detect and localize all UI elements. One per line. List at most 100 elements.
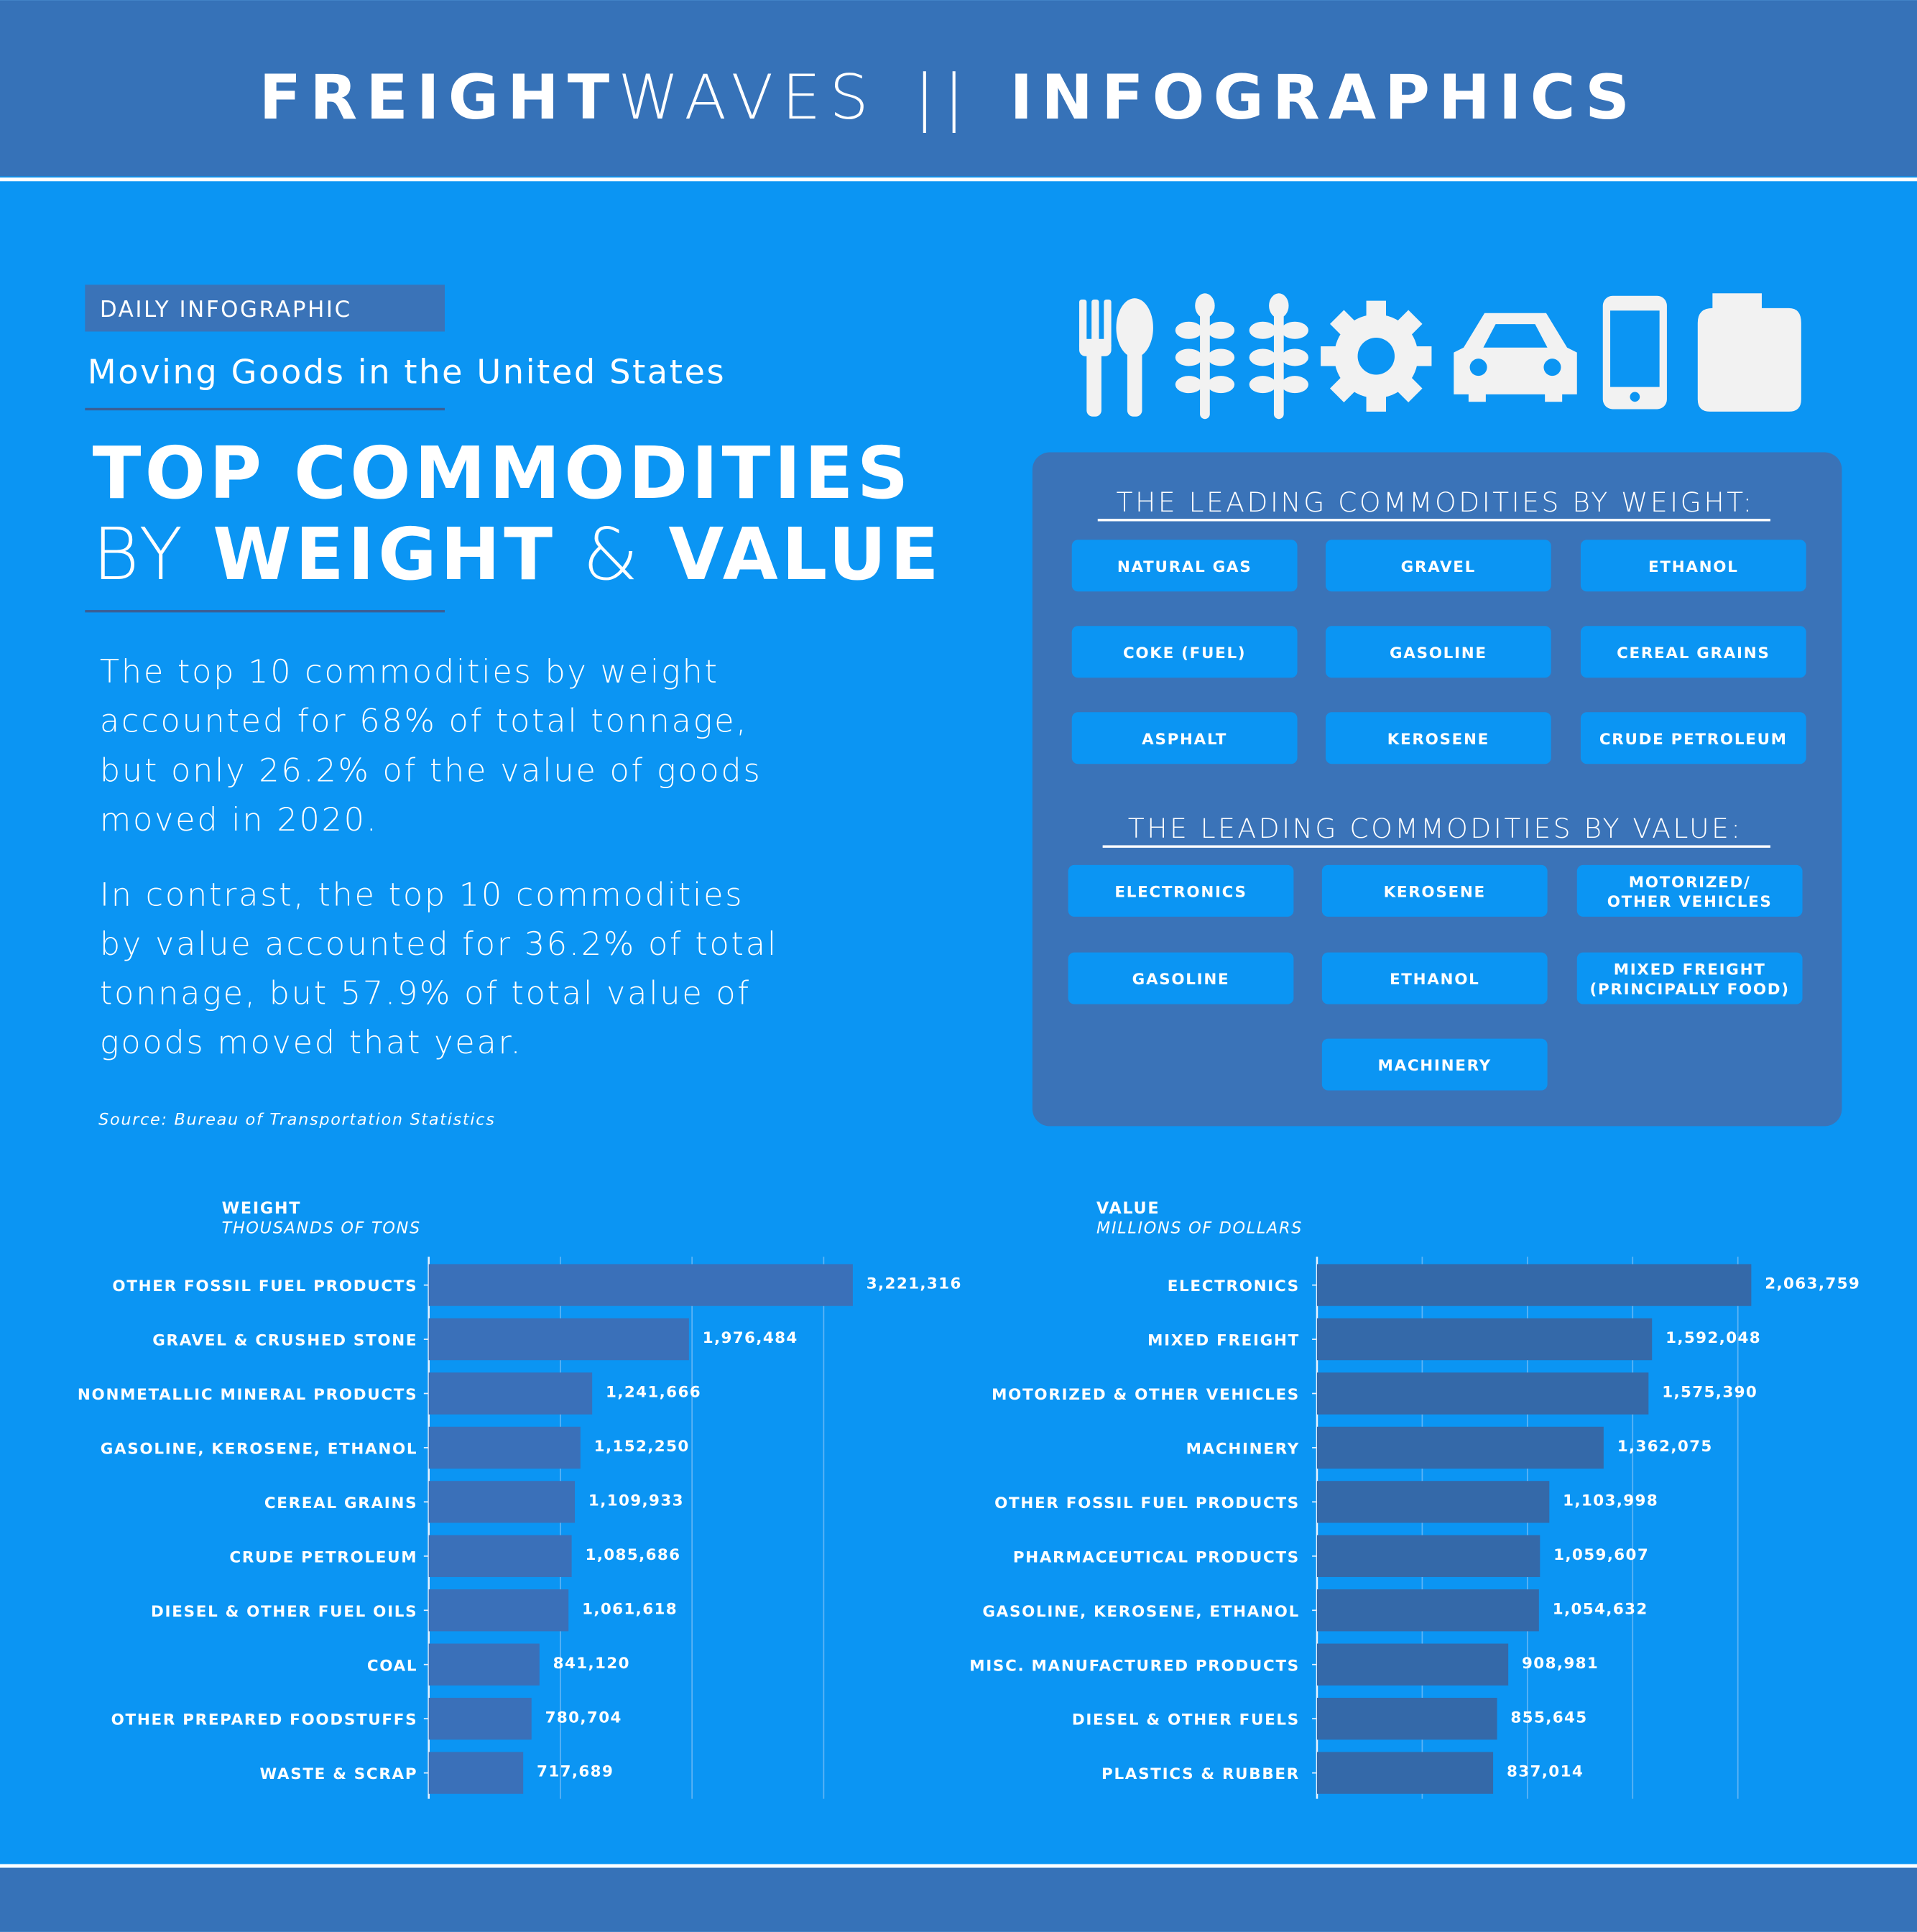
header-part: || <box>914 62 973 134</box>
button-label: ASPHALT <box>1142 731 1227 749</box>
bar <box>1316 1643 1509 1686</box>
value-label: 1,592,048 <box>1666 1329 1761 1347</box>
category-label: GASOLINE, KEROSENE, ETHANOL <box>101 1441 418 1459</box>
value-label: 841,120 <box>553 1655 630 1673</box>
button-label: CRUDE PETROLEUM <box>1599 731 1788 749</box>
bar <box>428 1318 689 1361</box>
bar <box>1316 1372 1649 1415</box>
category-label: ELECTRONICS <box>1168 1277 1300 1295</box>
bar <box>1316 1264 1752 1306</box>
commodity-button: ELECTRONICS <box>1068 864 1294 917</box>
value-label: 837,014 <box>1507 1763 1584 1781</box>
value-label: 908,981 <box>1522 1655 1599 1673</box>
bar <box>1316 1752 1494 1794</box>
button-box <box>1580 712 1806 764</box>
commodity-button: ETHANOL <box>1321 952 1548 1004</box>
value-label: 1,109,933 <box>588 1492 684 1510</box>
bar <box>1316 1589 1539 1632</box>
button-label: ETHANOL <box>1648 558 1739 576</box>
button-label: GASOLINE <box>1390 644 1487 662</box>
value-label: 1,976,484 <box>703 1329 798 1347</box>
header-part: FREIGHT <box>259 62 619 134</box>
value-label: 1,061,618 <box>582 1600 678 1618</box>
title-part: & <box>583 514 642 596</box>
header-title: FREIGHTWAVES || INFOGRAPHICS <box>259 62 1638 134</box>
bar <box>1316 1426 1604 1469</box>
category-label: OTHER FOSSIL FUEL PRODUCTS <box>994 1494 1300 1512</box>
subtitle: Moving Goods in the United States <box>88 352 726 391</box>
commodity-button: GASOLINE <box>1325 626 1551 678</box>
footer-rule <box>0 1864 1917 1868</box>
category-label: GASOLINE, KEROSENE, ETHANOL <box>982 1603 1300 1621</box>
title-part: BY <box>93 514 187 596</box>
button-box <box>1071 712 1298 764</box>
commodity-button: MIXED FREIGHT (PRINCIPALLY FOOD) <box>1576 952 1803 1004</box>
chart-title: VALUE <box>1096 1199 1160 1218</box>
value-label: 1,054,632 <box>1553 1600 1648 1618</box>
category-label: WASTE & SCRAP <box>260 1765 418 1783</box>
commodity-button: GRAVEL <box>1325 540 1551 592</box>
commodity-button: COKE (FUEL) <box>1071 626 1298 678</box>
value-label: 1,362,075 <box>1617 1438 1713 1456</box>
panel-heading: THE LEADING COMMODITIES BY VALUE: <box>1128 813 1743 844</box>
button-box <box>1321 864 1548 917</box>
value-label: 1,085,686 <box>585 1546 680 1564</box>
button-label: KEROSENE <box>1384 883 1486 901</box>
button-label: KEROSENE <box>1387 731 1489 749</box>
bar <box>428 1264 853 1306</box>
header-rule <box>0 177 1917 182</box>
button-box <box>1325 712 1551 764</box>
button-box <box>1321 952 1548 1004</box>
button-box <box>1580 626 1806 678</box>
title-line: TOP COMMODITIES <box>93 433 913 515</box>
bar <box>428 1535 572 1577</box>
bar <box>428 1589 569 1632</box>
paragraph-line: The top 10 commodities by weight <box>100 653 719 690</box>
bar <box>428 1752 524 1794</box>
chart-subtitle: MILLIONS OF DOLLARS <box>1096 1219 1303 1238</box>
button-box <box>1576 952 1803 1004</box>
commodity-button: MACHINERY <box>1321 1038 1548 1091</box>
commodity-button: ETHANOL <box>1580 540 1806 592</box>
bar <box>1316 1535 1540 1577</box>
category-label: GRAVEL & CRUSHED STONE <box>152 1332 417 1350</box>
button-box <box>1580 540 1806 592</box>
paragraphs: The top 10 commodities by weight accounte… <box>100 653 776 1061</box>
button-label: CEREAL GRAINS <box>1617 644 1770 662</box>
button-label: GASOLINE <box>1132 971 1230 989</box>
tag: DAILY INFOGRAPHIC <box>100 297 352 323</box>
category-label: CEREAL GRAINS <box>264 1494 417 1512</box>
button-box <box>1071 540 1298 592</box>
category-label: CRUDE PETROLEUM <box>229 1548 417 1566</box>
title-part: VALUE <box>668 514 942 596</box>
value-label: 1,152,250 <box>594 1438 690 1456</box>
paragraph-line: goods moved that year. <box>100 1024 523 1061</box>
paragraph-line: In contrast, the top 10 commodities <box>100 876 744 913</box>
paragraph-line: moved in 2020. <box>100 801 379 838</box>
category-label: MISC. MANUFACTURED PRODUCTS <box>969 1657 1300 1675</box>
paragraph-line: accounted for 68% of total tonnage, <box>100 703 748 740</box>
bar <box>428 1698 532 1740</box>
bar <box>1316 1698 1497 1740</box>
header-part: WAVES <box>618 62 877 134</box>
value-label: 1,059,607 <box>1553 1546 1649 1564</box>
rule <box>85 407 445 411</box>
button-label: GRAVEL <box>1401 558 1476 576</box>
value-label: 1,103,998 <box>1563 1492 1658 1510</box>
category-label: COAL <box>367 1657 417 1675</box>
header-band <box>0 0 1917 177</box>
value-label: 1,575,390 <box>1662 1384 1757 1402</box>
value-label: 855,645 <box>1510 1709 1587 1727</box>
button-label: COKE (FUEL) <box>1123 644 1246 662</box>
button-box <box>1576 864 1803 917</box>
commodity-button: CEREAL GRAINS <box>1580 626 1806 678</box>
value-label: 3,221,316 <box>867 1275 962 1293</box>
category-label: DIESEL & OTHER FUELS <box>1072 1711 1300 1729</box>
commodity-button: NATURAL GAS <box>1071 540 1298 592</box>
commodity-button: CRUDE PETROLEUM <box>1580 712 1806 764</box>
chart-subtitle: THOUSANDS OF TONS <box>222 1219 421 1238</box>
commodity-button: KEROSENE <box>1321 864 1548 917</box>
